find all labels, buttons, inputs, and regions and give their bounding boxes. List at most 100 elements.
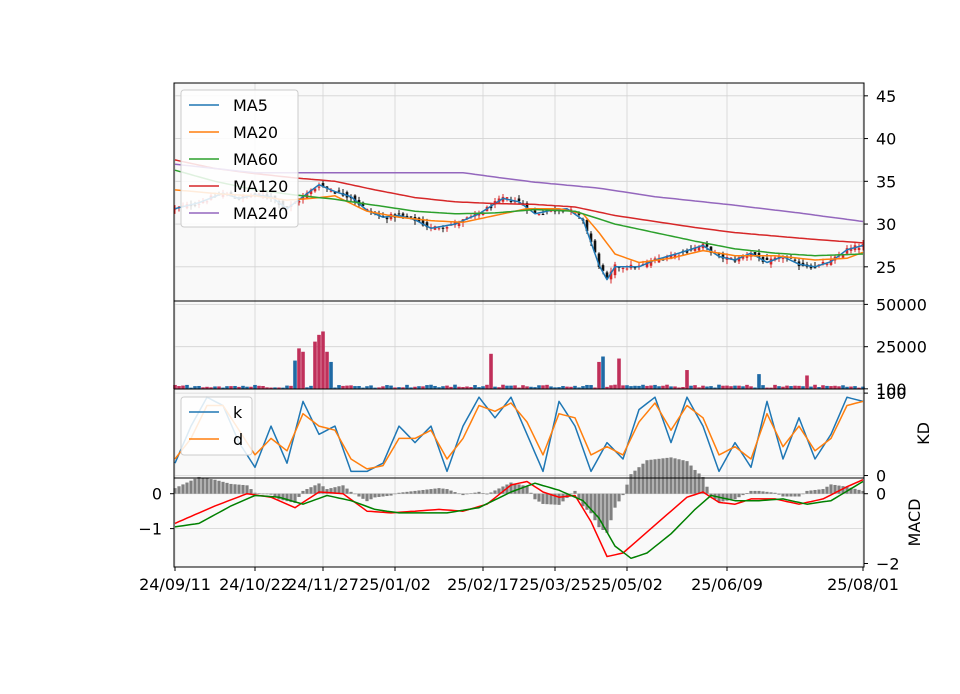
candle-body-100 — [573, 212, 577, 214]
volume-bar-76 — [477, 387, 481, 389]
osc-bar-43 — [345, 488, 349, 494]
volume-bar-146 — [757, 374, 761, 389]
kd-legend-label-k: k — [233, 403, 243, 422]
candle-body-119 — [649, 261, 653, 266]
osc-bar-155 — [793, 493, 797, 497]
volume-bar-139 — [729, 386, 733, 389]
price-ytick-35-label: 35 — [876, 172, 896, 191]
volume-bar-69 — [449, 386, 453, 389]
candle-body-133 — [705, 243, 709, 247]
candle-body-101 — [577, 212, 581, 215]
volume-bar-54 — [389, 385, 393, 389]
osc-bar-92 — [541, 493, 545, 504]
osc-bar-11 — [217, 480, 221, 494]
volume-bar-39 — [329, 361, 333, 389]
volume-bar-73 — [465, 386, 469, 389]
volume-bar-17 — [241, 385, 245, 389]
volume-bar-29 — [289, 385, 293, 389]
x-tick-label-0: 24/09/11 — [139, 575, 211, 594]
volume-bar-167 — [841, 385, 845, 389]
macd-signal-line — [174, 480, 864, 560]
price-panel: MA5 MA20 MA60 MA120 MA240 25 30 35 40 45 — [173, 82, 896, 302]
osc-bar-123 — [665, 457, 669, 494]
osc-bar-140 — [733, 493, 737, 500]
volume-bar-99 — [569, 386, 573, 389]
osc-bar-132 — [701, 476, 705, 494]
osc-bar-161 — [817, 489, 821, 494]
osc-bar-142 — [741, 493, 745, 496]
volume-bar-128 — [685, 370, 689, 389]
osc-bar-146 — [757, 490, 761, 494]
osc-bar-99 — [569, 493, 573, 495]
candle-body-56 — [397, 213, 401, 215]
candle-body-113 — [625, 268, 629, 270]
osc-bar-145 — [753, 490, 757, 494]
volume-bar-172 — [861, 386, 865, 389]
volume-bar-34 — [309, 385, 313, 389]
osc-bar-133 — [705, 486, 709, 494]
osc-bar-157 — [801, 493, 805, 495]
osc-bar-128 — [685, 461, 689, 494]
osc-bar-30 — [293, 493, 297, 504]
volume-bar-67 — [441, 386, 445, 389]
osc-bar-144 — [749, 490, 753, 494]
macd-panel: 0 −1 0 −2 MACD — [138, 457, 924, 574]
volume-bar-159 — [809, 386, 813, 389]
candle-body-163 — [825, 263, 829, 265]
osc-bar-169 — [849, 487, 853, 494]
candle-body-145 — [753, 252, 757, 256]
osc-bar-116 — [637, 467, 641, 494]
candle-body-110 — [613, 264, 617, 276]
osc-bar-103 — [585, 493, 589, 510]
osc-bar-49 — [369, 493, 373, 500]
candle-body-62 — [421, 219, 425, 226]
volume-bar-6 — [197, 385, 201, 389]
volume-bar-125 — [673, 386, 677, 389]
volume-bar-22 — [261, 386, 265, 389]
osc-bar-109 — [609, 493, 613, 521]
osc-bar-139 — [729, 493, 733, 500]
macd-right-ytick-0-label: 0 — [876, 485, 886, 504]
volume-bar-144 — [749, 386, 753, 389]
volume-bar-149 — [769, 387, 773, 389]
volume-bar-160 — [813, 384, 817, 389]
volume-bar-36 — [317, 334, 321, 389]
volume-bar-93 — [545, 384, 549, 389]
x-tick-label-3: 25/01/02 — [359, 575, 431, 594]
volume-bar-117 — [641, 384, 645, 389]
candle-body-104 — [589, 233, 593, 243]
macd-frame — [173, 477, 865, 568]
volume-bar-10 — [213, 386, 217, 389]
osc-bar-91 — [537, 493, 541, 502]
osc-bar-6 — [197, 476, 201, 494]
osc-bar-52 — [381, 493, 385, 497]
x-tick-label-2: 24/11/27 — [287, 575, 359, 594]
osc-bar-50 — [373, 493, 377, 498]
volume-bar-95 — [553, 387, 557, 389]
osc-bar-76 — [477, 491, 481, 494]
volume-bar-75 — [473, 385, 477, 389]
volume-bar-110 — [613, 384, 617, 389]
osc-bar-22 — [261, 493, 265, 495]
osc-bar-35 — [313, 485, 317, 494]
osc-bar-68 — [445, 489, 449, 494]
volume-ytick-25000-label: 25000 — [876, 338, 927, 357]
volume-bar-14 — [229, 386, 233, 389]
osc-bar-160 — [813, 489, 817, 494]
volume-bar-89 — [529, 386, 533, 389]
osc-bar-122 — [661, 458, 665, 494]
volume-bar-83 — [505, 385, 509, 389]
osc-bar-48 — [365, 493, 369, 502]
volume-bar-97 — [561, 386, 565, 389]
volume-bar-154 — [789, 386, 793, 389]
osc-bar-62 — [421, 489, 425, 494]
osc-bar-95 — [553, 493, 557, 505]
volume-bar-0 — [173, 384, 177, 389]
volume-bar-37 — [321, 331, 325, 389]
osc-bar-21 — [257, 493, 261, 494]
volume-bar-50 — [373, 387, 377, 389]
osc-bar-170 — [853, 488, 857, 494]
kd-ytick-100-label: 100 — [876, 384, 907, 403]
